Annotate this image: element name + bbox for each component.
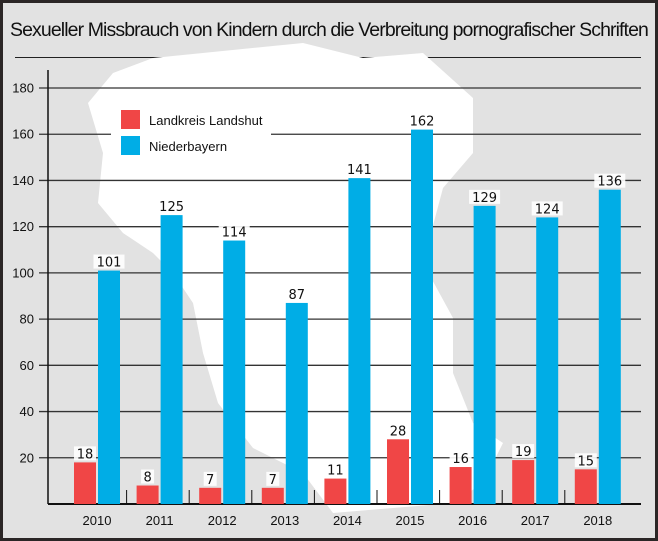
data-label-background <box>343 162 375 177</box>
data-label-background <box>74 446 96 461</box>
x-tick-label: 2011 <box>146 513 174 528</box>
data-label-background <box>218 224 250 239</box>
legend: Landkreis Landshut Niederbayern <box>111 109 271 165</box>
bar-landkreis <box>512 460 535 504</box>
data-label-background <box>387 423 409 438</box>
data-label-background <box>406 113 438 128</box>
x-tick-label: 2013 <box>270 513 299 528</box>
bar-niederbayern <box>98 270 120 504</box>
bar-landkreis <box>324 478 347 504</box>
y-tick-label: 100 <box>12 265 34 280</box>
y-tick-label: 140 <box>12 173 34 188</box>
data-label: 18 <box>77 447 94 462</box>
bar-landkreis <box>574 469 597 504</box>
x-tick-label: 2012 <box>208 513 237 528</box>
data-label-background <box>266 471 280 486</box>
data-label-background <box>324 462 347 477</box>
bar-landkreis <box>199 487 222 504</box>
data-label: 7 <box>269 473 277 488</box>
legend-swatch <box>121 136 140 155</box>
data-label: 125 <box>159 200 184 215</box>
bar-niederbayern <box>160 215 183 504</box>
x-tick-label: 2017 <box>521 513 550 528</box>
data-label-background <box>512 444 535 459</box>
legend-label: Niederbayern <box>149 139 227 154</box>
data-label: 129 <box>472 191 497 206</box>
chart-title: Sexueller Missbrauch von Kindern durch d… <box>10 19 649 41</box>
data-label: 162 <box>410 115 435 130</box>
bar-landkreis <box>449 467 472 504</box>
data-label-background <box>285 286 308 301</box>
y-tick-label: 60 <box>20 358 34 373</box>
data-label-background <box>141 469 155 484</box>
data-label: 136 <box>597 175 622 190</box>
bar-niederbayern <box>536 217 559 504</box>
data-label: 15 <box>578 454 595 469</box>
data-label-background <box>156 199 188 214</box>
data-label-background <box>203 471 217 486</box>
bar-niederbayern <box>598 189 621 504</box>
y-tick-label: 20 <box>20 450 34 465</box>
data-label: 101 <box>97 256 122 271</box>
bar-niederbayern <box>223 240 246 505</box>
data-label-background <box>469 189 501 204</box>
data-label-background <box>449 451 472 466</box>
bar-niederbayern <box>473 205 496 504</box>
data-label: 141 <box>347 163 372 178</box>
x-tick-label: 2016 <box>458 513 487 528</box>
data-label: 87 <box>289 288 306 303</box>
x-tick-label: 2015 <box>396 513 425 528</box>
data-label: 114 <box>222 226 247 241</box>
bar-niederbayern <box>411 129 433 504</box>
bar-landkreis <box>74 462 96 504</box>
y-tick-label: 180 <box>12 81 34 96</box>
bar-niederbayern <box>348 178 371 504</box>
legend-swatch <box>121 110 140 129</box>
data-label: 11 <box>327 464 344 479</box>
x-tick-label: 2018 <box>583 513 612 528</box>
y-tick-label: 160 <box>12 127 34 142</box>
data-label: 124 <box>535 202 560 217</box>
bar-landkreis <box>261 487 284 504</box>
bar-niederbayern <box>285 302 308 504</box>
bar-chart: 20 40 60 80 100 120 140 160 180 Landkreis Landshu… <box>12 43 641 528</box>
data-label-background <box>531 201 563 216</box>
bar-landkreis <box>136 485 159 504</box>
y-tick-label: 80 <box>20 312 34 327</box>
x-tick-label: 2014 <box>333 513 362 528</box>
bar-landkreis <box>387 439 409 504</box>
data-label-background <box>93 254 125 269</box>
data-label-background <box>574 453 597 468</box>
data-label: 16 <box>452 452 469 467</box>
data-label: 28 <box>390 424 407 439</box>
y-tick-label: 40 <box>20 404 34 419</box>
data-label: 19 <box>515 445 532 460</box>
x-tick-label: 2010 <box>83 513 112 528</box>
y-tick-label: 120 <box>12 219 34 234</box>
legend-label: Landkreis Landshut <box>149 113 263 128</box>
data-label-background <box>594 173 626 188</box>
data-label: 7 <box>206 473 214 488</box>
data-label: 8 <box>143 471 151 486</box>
